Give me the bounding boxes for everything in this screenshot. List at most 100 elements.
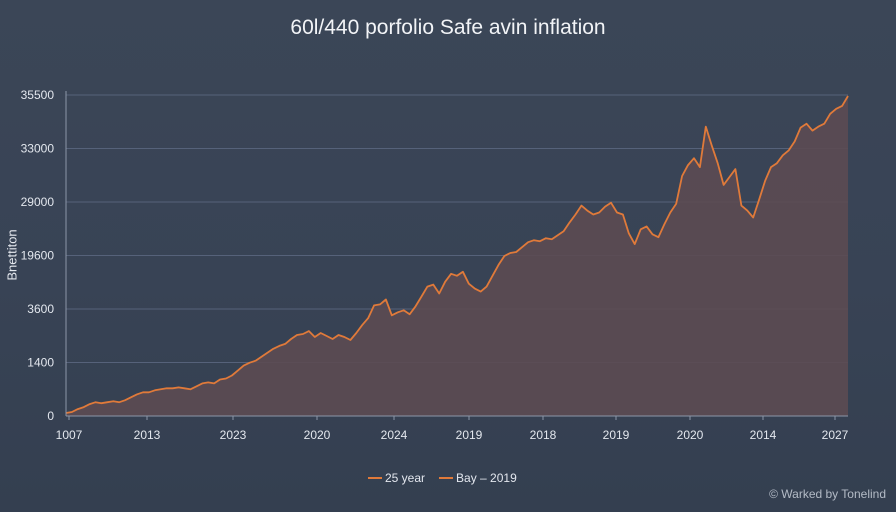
data-point [225, 377, 227, 379]
data-point [847, 95, 849, 97]
data-point [130, 396, 132, 398]
data-point [349, 339, 351, 341]
data-point [391, 314, 393, 316]
data-point [663, 223, 665, 225]
data-point [705, 125, 707, 127]
data-point [640, 228, 642, 230]
data-point [711, 144, 713, 146]
data-point [598, 211, 600, 213]
x-tick-label: 2020 [304, 428, 331, 442]
x-tick-label: 2023 [220, 428, 247, 442]
data-point [100, 402, 102, 404]
data-point [841, 105, 843, 107]
data-point [124, 399, 126, 401]
data-point [195, 385, 197, 387]
legend: 25 year Bay – 2019 [368, 471, 531, 485]
y-tick-label: 29000 [21, 195, 55, 209]
data-point [776, 162, 778, 164]
x-tick-label: 2027 [822, 428, 849, 442]
data-point [337, 334, 339, 336]
data-point [485, 285, 487, 287]
data-point [266, 352, 268, 354]
data-point [527, 241, 529, 243]
data-point [367, 317, 369, 319]
data-point [799, 126, 801, 128]
data-point [403, 309, 405, 311]
data-point [491, 275, 493, 277]
data-point [782, 154, 784, 156]
data-point [118, 401, 120, 403]
data-point [326, 335, 328, 337]
data-point [343, 336, 345, 338]
data-point [290, 338, 292, 340]
y-tick-label: 35500 [21, 88, 55, 102]
data-point [734, 168, 736, 170]
y-tick-labels: 0 1400 3600 19600 29000 33000 35500 [21, 88, 55, 423]
data-point [83, 406, 85, 408]
data-point [687, 164, 689, 166]
data-point [562, 230, 564, 232]
data-point [450, 273, 452, 275]
y-tick-label: 0 [47, 409, 54, 423]
data-point [189, 388, 191, 390]
data-point [728, 176, 730, 178]
data-point [361, 324, 363, 326]
chart-title: 60l/440 porfolio Safe avin inflation [290, 16, 606, 39]
data-point [213, 382, 215, 384]
data-point [497, 264, 499, 266]
x-tick-label: 2014 [750, 428, 777, 442]
data-point [657, 236, 659, 238]
data-point [675, 203, 677, 205]
data-point [397, 311, 399, 313]
data-point [296, 334, 298, 336]
data-point [94, 401, 96, 403]
data-point [474, 287, 476, 289]
data-point [551, 238, 553, 240]
legend-swatch [368, 477, 382, 479]
data-point [740, 204, 742, 206]
data-point [764, 180, 766, 182]
data-point [355, 332, 357, 334]
data-point [231, 374, 233, 376]
data-point [622, 213, 624, 215]
data-point [699, 166, 701, 168]
x-tick-label: 1007 [56, 428, 83, 442]
data-point [468, 283, 470, 285]
data-point [77, 408, 79, 410]
y-tick-label: 1400 [27, 356, 54, 370]
data-point [568, 221, 570, 223]
data-point [533, 239, 535, 241]
x-tick-label: 2020 [677, 428, 704, 442]
data-point [805, 123, 807, 125]
data-point [610, 202, 612, 204]
data-point [628, 232, 630, 234]
x-tick-label: 2013 [134, 428, 161, 442]
data-point [586, 209, 588, 211]
data-point [752, 216, 754, 218]
legend-label: Bay – 2019 [456, 471, 517, 485]
data-point [438, 292, 440, 294]
data-point [462, 271, 464, 273]
data-point [574, 213, 576, 215]
x-tick-label: 2019 [603, 428, 630, 442]
data-point [616, 211, 618, 213]
x-tick-label: 2018 [530, 428, 557, 442]
data-point [521, 246, 523, 248]
x-tick-label: 2019 [456, 428, 483, 442]
data-point [545, 237, 547, 239]
data-point [183, 387, 185, 389]
data-point [278, 345, 280, 347]
data-point [160, 388, 162, 390]
data-point [385, 298, 387, 300]
data-point [260, 356, 262, 358]
data-point [207, 381, 209, 383]
data-point [539, 240, 541, 242]
data-point [154, 389, 156, 391]
data-point [717, 162, 719, 164]
data-point [746, 209, 748, 211]
data-point [788, 149, 790, 151]
y-tick-label: 3600 [27, 302, 54, 316]
y-tick-label: 33000 [21, 142, 55, 156]
y-tick-label: 19600 [21, 249, 55, 263]
data-point [432, 283, 434, 285]
